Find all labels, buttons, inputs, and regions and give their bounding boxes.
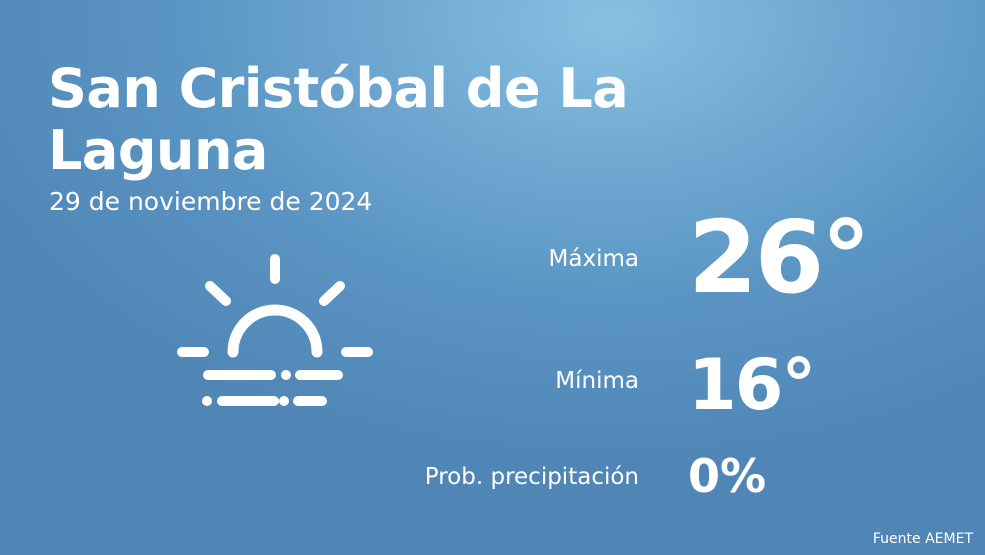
min-temp-value: 16° (688, 344, 816, 426)
forecast-date: 29 de noviembre de 2024 (49, 187, 373, 216)
max-temp-label: Máxima (548, 246, 639, 272)
max-temp-value: 26° (688, 199, 871, 316)
city-title: San Cristóbal de La Laguna (48, 57, 629, 182)
sun-fog-icon (177, 254, 373, 406)
min-temp-label: Mínima (555, 368, 639, 394)
precipitation-label: Prob. precipitación (424, 464, 639, 490)
precipitation-value: 0% (688, 449, 767, 503)
source-credit: Fuente AEMET (872, 531, 973, 547)
